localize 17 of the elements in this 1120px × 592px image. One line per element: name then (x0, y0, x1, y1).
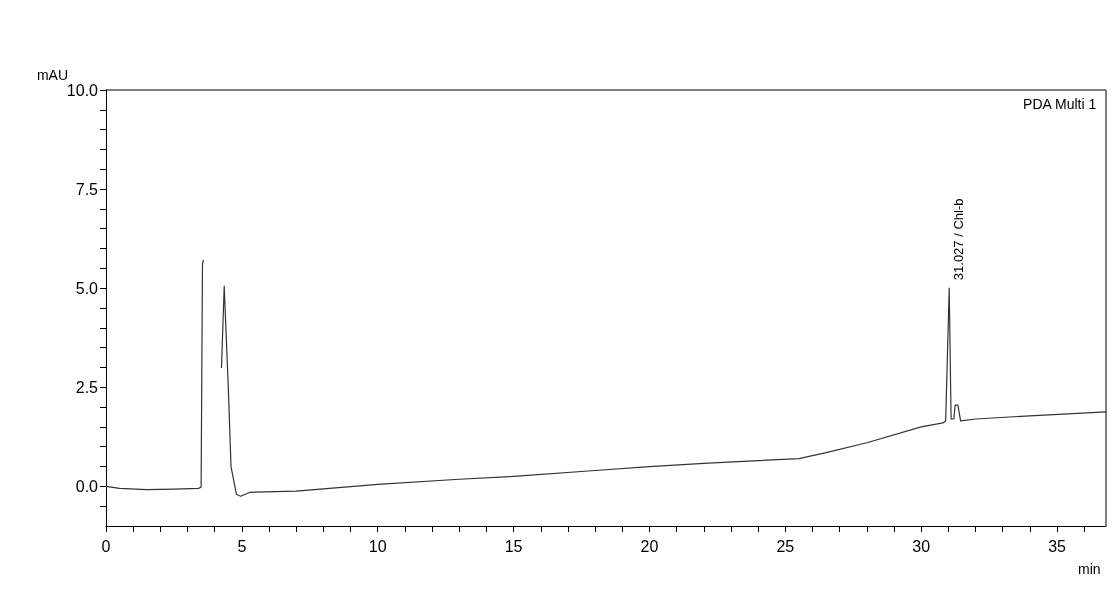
x-tick-label: 20 (640, 537, 659, 555)
y-tick-label: 2.5 (75, 378, 99, 396)
y-tick-label: 7.5 (75, 180, 99, 198)
x-tick-label: 30 (912, 537, 931, 555)
annotation: 31.027 / Chl-b (950, 198, 966, 281)
x-axis-title: min (1078, 561, 1101, 577)
x-tick-label: 35 (1048, 537, 1067, 555)
y-tick-label: 10.0 (66, 81, 99, 99)
x-tick-label: 15 (504, 537, 523, 555)
x-tick-label: 0 (101, 537, 111, 555)
chart-title: PDA Multi 1 (1023, 96, 1097, 112)
x-tick-label: 10 (368, 537, 387, 555)
y-tick-label: 0.0 (75, 477, 99, 495)
x-tick-label: 5 (237, 537, 247, 555)
y-axis-title: mAU (36, 67, 68, 84)
x-tick-label: 25 (776, 537, 795, 555)
y-tick-label: 5.0 (75, 279, 99, 297)
